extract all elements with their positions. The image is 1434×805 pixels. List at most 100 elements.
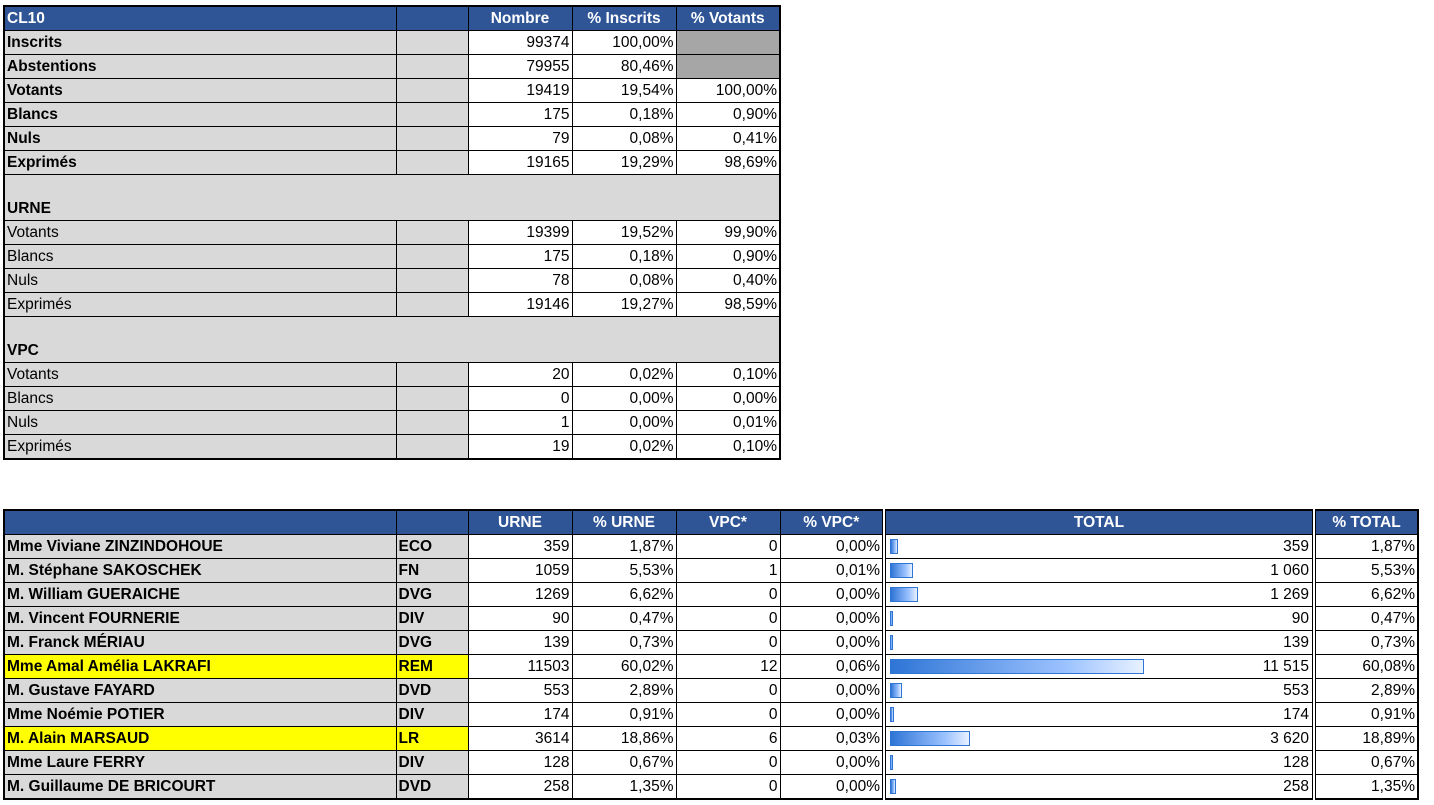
candidate-vpc: 12 <box>675 654 781 679</box>
summary-row: Exprimés 19 0,02% 0,10% <box>3 434 781 460</box>
row-label: Exprimés <box>3 292 397 317</box>
candidate-party: ECO <box>395 534 469 559</box>
candidate-total: 553 <box>1283 681 1309 699</box>
candidate-pct-vpc: 0,00% <box>779 750 886 775</box>
candidate-total-bar-cell: 1 060 <box>883 558 1316 583</box>
row-pct-votants: 0,10% <box>675 434 781 460</box>
row-pct-votants: 98,59% <box>675 292 781 317</box>
row-pct-votants: 0,01% <box>675 410 781 435</box>
row-label: Blancs <box>3 244 397 269</box>
row-nombre: 19146 <box>467 292 573 317</box>
total-share-bar <box>890 635 894 650</box>
summary-row: Inscrits 99374 100,00% <box>3 30 781 55</box>
candidate-row: Mme Laure FERRY DIV 128 0,67% 0 0,00% 128 0,67% <box>3 750 1419 775</box>
row-nombre: 175 <box>467 102 573 127</box>
candidate-pct-vpc: 0,00% <box>779 678 886 703</box>
candidate-row: M. Stéphane SAKOSCHEK FN 1059 5,53% 1 0,01% 1 … <box>3 558 1419 583</box>
summary-title: CL10 <box>3 5 397 31</box>
candidate-party: DVD <box>395 774 469 800</box>
total-share-bar <box>890 731 970 746</box>
row-label: Nuls <box>3 268 397 293</box>
row-pct-inscrits: 0,00% <box>571 410 677 435</box>
candidate-total: 3 620 <box>1270 729 1309 747</box>
candidate-total-bar-cell: 11 515 <box>883 654 1316 679</box>
candidate-name: M. William GUERAICHE <box>3 582 397 607</box>
row-pct-votants: 0,41% <box>675 126 781 151</box>
row-pct-inscrits: 19,29% <box>571 150 677 175</box>
candidate-pct-urne: 0,47% <box>571 606 677 631</box>
row-pct-inscrits: 19,52% <box>571 220 677 245</box>
candidate-vpc: 0 <box>675 750 781 775</box>
candidates-body: Mme Viviane ZINZINDOHOUE ECO 359 1,87% 0 0,00… <box>3 534 1419 800</box>
summary-body: Inscrits 99374 100,00% Abstentions 79955 80,4… <box>3 30 781 460</box>
row-nombre: 19 <box>467 434 573 460</box>
header-pct-votants: % Votants <box>675 5 781 31</box>
candidate-urne: 139 <box>467 630 573 655</box>
candidate-row: Mme Noémie POTIER DIV 174 0,91% 0 0,00% 174 0,9… <box>3 702 1419 727</box>
candidate-row: Mme Viviane ZINZINDOHOUE ECO 359 1,87% 0 0,00… <box>3 534 1419 559</box>
row-label: Votants <box>3 220 397 245</box>
row-spacer <box>395 102 469 127</box>
candidate-party: LR <box>395 726 469 751</box>
candidate-urne: 3614 <box>467 726 573 751</box>
candidate-urne: 1059 <box>467 558 573 583</box>
total-share-bar <box>890 611 893 626</box>
candidate-pct-urne: 1,35% <box>571 774 677 800</box>
candidate-urne: 258 <box>467 774 573 800</box>
summary-row: Blancs 175 0,18% 0,90% <box>3 102 781 127</box>
candidate-pct-vpc: 0,00% <box>779 702 886 727</box>
row-nombre: 1 <box>467 410 573 435</box>
candidate-pct-total: 6,62% <box>1313 582 1419 607</box>
summary-row: Blancs 0 0,00% 0,00% <box>3 386 781 411</box>
candidate-total: 359 <box>1283 537 1309 555</box>
row-nombre: 20 <box>467 362 573 387</box>
total-share-bar <box>890 683 903 698</box>
header-pct-total: % TOTAL <box>1313 509 1419 535</box>
total-share-bar <box>890 755 893 770</box>
candidate-total: 258 <box>1283 777 1309 795</box>
candidate-total: 90 <box>1291 609 1309 627</box>
candidate-party: REM <box>395 654 469 679</box>
candidate-total: 139 <box>1283 633 1309 651</box>
row-spacer <box>395 30 469 55</box>
candidate-row: M. Vincent FOURNERIE DIV 90 0,47% 0 0,00% 90 0,… <box>3 606 1419 631</box>
candidate-urne: 11503 <box>467 654 573 679</box>
row-pct-inscrits: 19,54% <box>571 78 677 103</box>
row-pct-inscrits: 0,00% <box>571 386 677 411</box>
row-pct-inscrits: 100,00% <box>571 30 677 55</box>
row-spacer <box>395 78 469 103</box>
candidate-vpc: 0 <box>675 606 781 631</box>
row-spacer <box>395 150 469 175</box>
candidate-pct-urne: 5,53% <box>571 558 677 583</box>
row-nombre: 79955 <box>467 54 573 79</box>
row-pct-votants: 0,10% <box>675 362 781 387</box>
section-row: URNE <box>3 174 781 221</box>
candidate-name: Mme Laure FERRY <box>3 750 397 775</box>
candidate-name: M. Alain MARSAUD <box>3 726 397 751</box>
header-nombre: Nombre <box>467 5 573 31</box>
candidate-urne: 174 <box>467 702 573 727</box>
candidate-name: M. Vincent FOURNERIE <box>3 606 397 631</box>
candidate-pct-urne: 0,91% <box>571 702 677 727</box>
candidate-pct-total: 0,73% <box>1313 630 1419 655</box>
candidate-pct-total: 18,89% <box>1313 726 1419 751</box>
row-pct-votants: 0,90% <box>675 102 781 127</box>
candidate-pct-total: 1,35% <box>1313 774 1419 800</box>
candidate-pct-total: 1,87% <box>1313 534 1419 559</box>
row-spacer <box>395 244 469 269</box>
row-spacer <box>395 386 469 411</box>
row-pct-votants: 0,40% <box>675 268 781 293</box>
total-share-bar <box>890 563 914 578</box>
candidate-vpc: 0 <box>675 702 781 727</box>
header-pct-urne: % URNE <box>571 509 677 535</box>
total-share-bar <box>890 707 894 722</box>
summary-table: CL10 Nombre % Inscrits % Votants Inscrit… <box>3 5 781 460</box>
candidate-vpc: 0 <box>675 774 781 800</box>
candidate-vpc: 0 <box>675 678 781 703</box>
party-header <box>395 509 469 535</box>
candidate-pct-urne: 18,86% <box>571 726 677 751</box>
row-pct-inscrits: 19,27% <box>571 292 677 317</box>
row-pct-inscrits: 80,46% <box>571 54 677 79</box>
candidate-row: M. Franck MÉRIAU DVG 139 0,73% 0 0,00% 139 0,73… <box>3 630 1419 655</box>
total-share-bar <box>890 779 896 794</box>
